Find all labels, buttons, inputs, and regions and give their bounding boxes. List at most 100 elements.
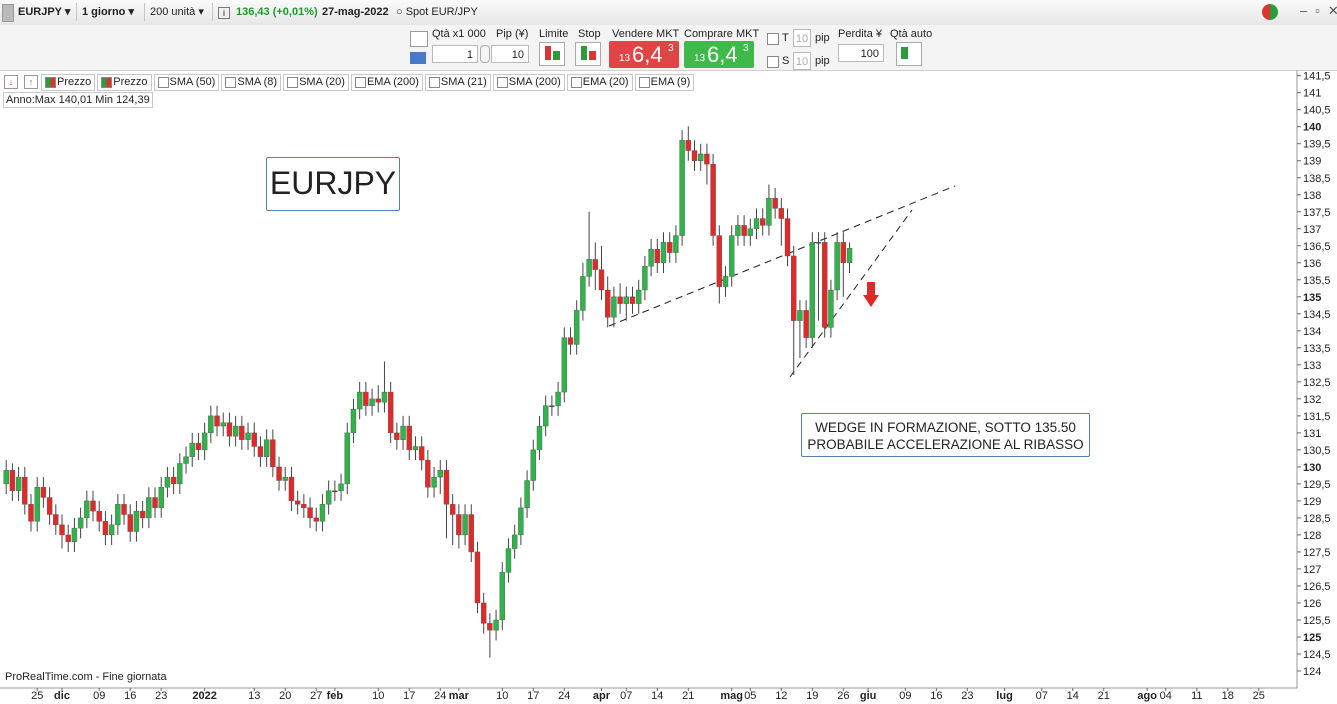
indicator-label: SMA (8) xyxy=(237,76,278,88)
x-tick-label: 20 xyxy=(279,690,291,702)
auto-qty-label: Qtà auto xyxy=(890,28,933,40)
y-tick-label: 134,5 xyxy=(1303,309,1331,321)
candle-body xyxy=(747,228,754,236)
buy-button[interactable]: 13 6,4 3 xyxy=(684,41,754,68)
candle-body xyxy=(487,623,493,631)
indicator-item[interactable]: SMA (200) xyxy=(492,74,565,91)
candle-body xyxy=(406,425,412,451)
qty-input[interactable]: 1 xyxy=(432,45,478,63)
indicator-item[interactable]: EMA (200) xyxy=(350,74,423,91)
candle-body xyxy=(288,476,295,502)
candle-body xyxy=(667,242,673,253)
candle-body xyxy=(270,439,276,468)
limit-button[interactable] xyxy=(539,42,565,66)
candle-body xyxy=(301,504,307,508)
x-tick-label: 25 xyxy=(31,690,43,702)
candle-body xyxy=(567,337,574,345)
link-icon[interactable] xyxy=(480,45,490,63)
y-tick-label: 138 xyxy=(1303,190,1321,202)
candle-body xyxy=(524,480,530,508)
loss-input[interactable]: 100 xyxy=(838,44,884,62)
symbol-select[interactable]: EURJPY ▾ xyxy=(14,3,77,21)
indicator-label: EMA (20) xyxy=(582,76,629,88)
candle-body xyxy=(809,242,816,338)
x-tick-label: 16 xyxy=(124,690,136,702)
x-tick-label: 12 xyxy=(775,690,787,702)
candle-body xyxy=(437,470,443,478)
candle-body xyxy=(592,259,598,270)
y-tick-label: 136,5 xyxy=(1303,241,1331,253)
candle-body xyxy=(735,225,741,236)
y-tick-label: 136 xyxy=(1303,258,1321,270)
x-tick-label: 07 xyxy=(1036,690,1048,702)
info-icon[interactable]: i xyxy=(218,7,230,19)
s-label: S xyxy=(782,55,790,67)
x-tick-label: 21 xyxy=(1098,690,1110,702)
t-checkbox[interactable] xyxy=(767,33,779,45)
keypad-icon[interactable] xyxy=(410,52,426,64)
indicator-item[interactable]: SMA (20) xyxy=(283,74,349,91)
candle-body xyxy=(34,487,40,522)
x-tick-label: mag xyxy=(720,690,743,702)
indicator-toggles[interactable]: ↓ ↑ xyxy=(4,75,38,89)
candle-body xyxy=(772,197,778,209)
candle-body xyxy=(753,218,760,229)
units: 200 unità xyxy=(150,6,196,18)
wrench-icon[interactable] xyxy=(410,31,428,47)
x-tick-label: lug xyxy=(996,690,1013,702)
buy-tail: 3 xyxy=(743,43,749,54)
candle-body xyxy=(400,425,406,440)
window-controls[interactable]: –▫✕ xyxy=(1300,3,1337,18)
indicator-item[interactable]: Prezzo xyxy=(41,74,96,91)
sync-icon[interactable] xyxy=(1262,4,1278,20)
candle-body xyxy=(232,425,239,437)
sell-button[interactable]: 13 6,4 3 xyxy=(609,41,679,68)
candle-body xyxy=(698,153,704,161)
indicator-item[interactable]: SMA (50) xyxy=(153,74,220,91)
x-tick-label: 13 xyxy=(248,690,260,702)
candle-body xyxy=(840,242,847,263)
y-tick-label: 137,5 xyxy=(1303,207,1331,219)
candle-body xyxy=(815,242,822,244)
units-select[interactable]: 200 unità ▾ xyxy=(146,3,213,21)
indicator-item[interactable]: Prezzo xyxy=(97,74,152,91)
y-tick-label: 135,5 xyxy=(1303,275,1331,287)
x-tick-label: giu xyxy=(860,690,877,702)
candle-body xyxy=(462,514,468,536)
period-select[interactable]: 1 giorno ▾ xyxy=(78,3,145,21)
indicator-swatch xyxy=(638,77,650,88)
candle-body xyxy=(660,242,667,263)
candle-body xyxy=(846,247,853,263)
indicator-swatch xyxy=(101,77,113,88)
indicator-item[interactable]: EMA (20) xyxy=(566,74,633,91)
candle-body xyxy=(90,500,96,512)
x-tick-label: 23 xyxy=(155,690,167,702)
candle-body xyxy=(729,235,735,277)
pip-input[interactable]: 10 xyxy=(491,45,529,63)
candle-body xyxy=(65,534,71,542)
candle-body xyxy=(679,140,685,236)
stop-button[interactable] xyxy=(575,42,601,66)
y-tick-label: 129,5 xyxy=(1303,479,1331,491)
candle-body xyxy=(350,408,357,434)
candle-body xyxy=(549,405,555,407)
indicator-label: Prezzo xyxy=(113,76,148,88)
candle-body xyxy=(573,310,580,345)
s-checkbox[interactable] xyxy=(767,56,779,68)
sell-main: 6,4 xyxy=(632,42,663,67)
candle-body xyxy=(226,422,233,437)
candle-body xyxy=(263,439,270,457)
stop-label: Stop xyxy=(578,28,601,40)
indicator-item[interactable]: SMA (8) xyxy=(221,74,282,91)
candle-body xyxy=(394,432,400,440)
t-pip-input[interactable]: 10 xyxy=(793,29,811,47)
candle-body xyxy=(22,476,28,505)
auto-qty-button[interactable] xyxy=(896,42,922,66)
candle-body xyxy=(282,476,288,481)
indicator-item[interactable]: SMA (21) xyxy=(424,74,491,91)
s-pip-input[interactable]: 10 xyxy=(793,52,811,70)
y-tick-label: 126 xyxy=(1303,598,1321,610)
indicator-item[interactable]: EMA (9) xyxy=(634,74,695,91)
